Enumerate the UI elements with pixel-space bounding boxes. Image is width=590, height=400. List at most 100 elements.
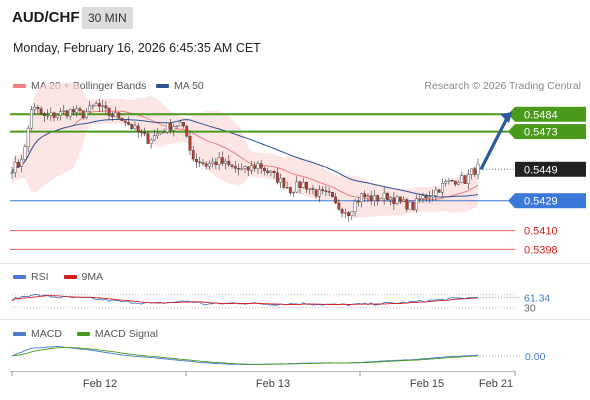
x-tick-label: Feb 13 — [256, 378, 290, 390]
candle-up — [444, 181, 448, 184]
candle-down — [143, 132, 147, 134]
candle-up — [165, 122, 169, 133]
candle-down — [437, 189, 441, 193]
candle-down — [298, 181, 302, 188]
candle-up — [224, 160, 227, 164]
candle-down — [305, 181, 308, 190]
legend-rsi-ma-label: 9MA — [81, 271, 104, 283]
rsi-ma-swatch — [63, 275, 77, 279]
candle-up — [395, 196, 399, 205]
candle-down — [266, 170, 270, 173]
x-tick-label: Feb 15 — [410, 378, 444, 390]
candle-down — [191, 150, 195, 160]
candle-down — [253, 165, 257, 169]
candle-up — [175, 125, 179, 127]
candle-up — [243, 166, 247, 169]
candle-up — [49, 112, 53, 116]
candle-up — [434, 189, 438, 196]
datetime-label: Monday, February 16, 2026 6:45:35 AM CET — [13, 41, 261, 55]
candle-up — [162, 131, 166, 134]
candle-up — [114, 112, 117, 117]
candle-down — [123, 120, 127, 123]
candle-up — [476, 163, 480, 175]
credit-text: Research © 2026 Trading Central — [424, 80, 581, 92]
candle-down — [392, 197, 396, 205]
rsi-level-label: 30 — [524, 302, 536, 314]
candle-up — [172, 126, 176, 131]
support-label: 0.5398 — [524, 244, 558, 256]
candle-down — [227, 160, 231, 166]
candle-up — [301, 181, 305, 188]
candle-down — [263, 168, 266, 172]
candle-down — [356, 200, 360, 203]
candle-up — [68, 109, 72, 117]
candle-up — [23, 146, 27, 160]
candle-up — [379, 198, 383, 202]
ma20-line — [11, 110, 479, 203]
candle-down — [330, 192, 334, 198]
candle-down — [146, 133, 150, 144]
resistance-tag-tip — [508, 106, 515, 122]
candle-down — [334, 196, 338, 204]
candle-up — [30, 109, 33, 129]
pivot-label: 0.5429 — [524, 196, 558, 208]
rsi-line — [11, 293, 479, 307]
macd-line — [11, 345, 479, 366]
resistance-tag — [515, 106, 586, 122]
candle-up — [360, 193, 363, 202]
timeframe-badge[interactable]: 30 MIN — [82, 7, 133, 29]
macd-signal-swatch — [76, 332, 90, 336]
candle-down — [450, 180, 454, 182]
candle-down — [214, 161, 218, 165]
candle-down — [17, 161, 20, 167]
ma20-swatch — [13, 84, 26, 88]
candle-up — [59, 111, 62, 116]
candle-down — [198, 161, 202, 163]
candle-up — [46, 115, 49, 117]
bollinger-band — [12, 82, 478, 218]
candle-up — [62, 110, 66, 112]
resistance-tag — [515, 124, 586, 140]
candle-down — [204, 163, 208, 167]
candle-down — [463, 175, 467, 184]
candle-up — [318, 189, 321, 197]
macd-value-label: 0.00 — [525, 351, 546, 363]
legend-rsi-label: RSI — [31, 271, 49, 283]
support-label: 0.5410 — [524, 226, 558, 238]
candle-down — [405, 199, 409, 210]
candle-down — [52, 112, 56, 118]
candle-up — [256, 163, 260, 169]
candle-down — [230, 164, 234, 167]
candle-down — [411, 201, 415, 211]
candle-up — [156, 133, 160, 136]
candle-up — [10, 172, 14, 174]
x-tick-label: Feb 21 — [479, 378, 513, 390]
candle-down — [36, 106, 40, 109]
candle-up — [366, 195, 370, 198]
candle-up — [308, 188, 312, 190]
candle-up — [159, 132, 163, 135]
candle-down — [246, 166, 250, 171]
candle-down — [136, 125, 140, 133]
candle-up — [460, 175, 464, 183]
candle-down — [282, 177, 286, 188]
candle-up — [269, 171, 273, 173]
candle-up — [91, 105, 95, 107]
candle-down — [117, 112, 121, 119]
symbol-title: AUD/CHF — [12, 9, 80, 26]
candle-down — [288, 187, 292, 194]
resistance-label: 0.5473 — [524, 127, 558, 139]
pivot-tag — [515, 193, 586, 209]
legend-ma50-label: MA 50 — [174, 80, 204, 92]
candle-down — [237, 168, 240, 170]
candle-down — [42, 113, 46, 116]
candle-down — [327, 191, 331, 193]
candle-up — [457, 182, 460, 185]
candle-down — [324, 190, 328, 192]
candle-up — [55, 115, 59, 118]
ma50-swatch — [156, 84, 169, 88]
candle-down — [188, 135, 192, 151]
candle-down — [453, 180, 457, 185]
candle-down — [72, 109, 75, 113]
